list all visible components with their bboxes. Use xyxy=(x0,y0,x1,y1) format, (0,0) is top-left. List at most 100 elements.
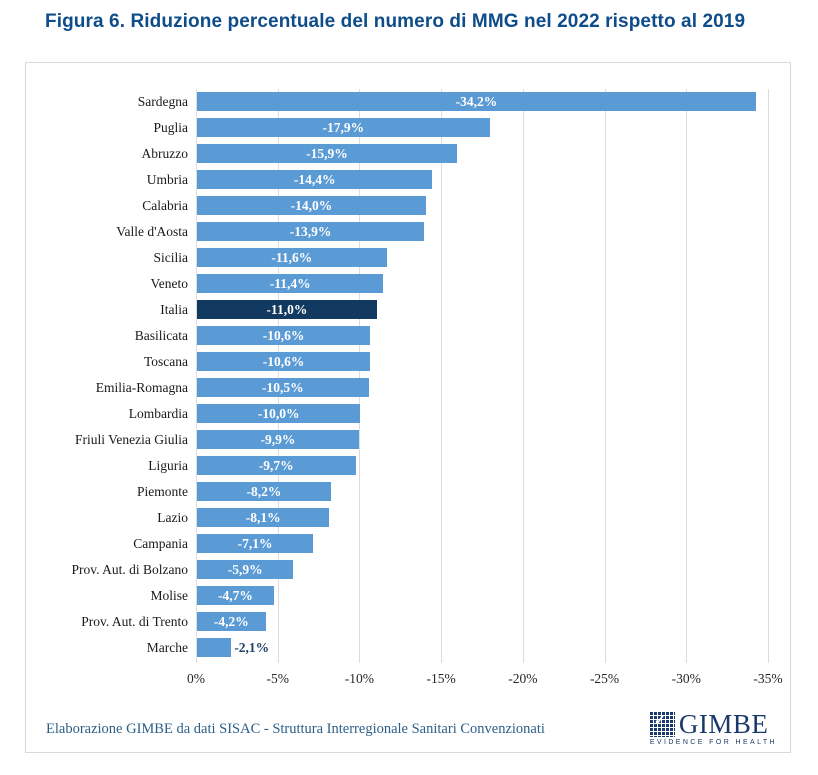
category-label: Basilicata xyxy=(134,328,188,343)
bar-row: Emilia-Romagna -10,5% xyxy=(26,375,790,401)
category-label: Calabria xyxy=(142,198,188,213)
bar-row: Friuli Venezia Giulia -9,9% xyxy=(26,427,790,453)
value-label: -8,1% xyxy=(245,509,281,525)
bar-row: Toscana -10,6% xyxy=(26,349,790,375)
bar-track: -17,9% xyxy=(197,115,769,141)
bar: -8,2% xyxy=(197,482,331,501)
bar: -7,1% xyxy=(197,534,314,553)
bar: -14,0% xyxy=(197,196,426,215)
bar-row: Liguria -9,7% xyxy=(26,453,790,479)
value-label: -14,0% xyxy=(290,197,333,213)
category-label: Veneto xyxy=(150,276,189,291)
bar: -5,9% xyxy=(197,560,294,579)
bar-row: Veneto -11,4% xyxy=(26,271,790,297)
category-label: Sardegna xyxy=(137,94,188,109)
bar-track: -4,7% xyxy=(197,583,769,609)
bar-row: Prov. Aut. di Trento -4,2% xyxy=(26,609,790,635)
value-label: -14,4% xyxy=(293,171,336,187)
bar-rows: Sardegna -34,2% Puglia -17,9% Abruzzo -15,9% U… xyxy=(26,89,790,661)
value-label: -9,7% xyxy=(258,457,294,473)
gridline xyxy=(359,89,361,663)
bar-track: -4,2% xyxy=(197,609,769,635)
x-tick-label: -25% xyxy=(589,671,620,686)
bar-row: Italia -11,0% xyxy=(26,297,790,323)
bar-row: Abruzzo -15,9% xyxy=(26,141,790,167)
value-label: -11,0% xyxy=(266,301,308,317)
chart-footer: Elaborazione GIMBE da dati SISAC - Strut… xyxy=(46,708,777,750)
category-label: Valle d'Aosta xyxy=(116,224,188,239)
bar-track: -2,1% xyxy=(197,635,769,661)
bar: -17,9% xyxy=(197,118,490,137)
bar-track: -8,1% xyxy=(197,505,769,531)
gridline xyxy=(522,89,524,663)
bar-track: -34,2% xyxy=(197,89,769,115)
bar-track: -10,5% xyxy=(197,375,769,401)
bar: -15,9% xyxy=(197,144,457,163)
category-label: Campania xyxy=(133,536,188,551)
value-label: -15,9% xyxy=(306,145,348,161)
value-label: -4,2% xyxy=(213,613,249,629)
x-axis: 0% -5% -10% -15% -20% -25% -30% -35% xyxy=(187,671,783,691)
bar-row: Lombardia -10,0% xyxy=(26,401,790,427)
bar-row: Molise -4,7% xyxy=(26,583,790,609)
value-label: -7,1% xyxy=(237,535,273,551)
bar-row: Sicilia -11,6% xyxy=(26,245,790,271)
gridline xyxy=(196,89,197,663)
bar: -13,9% xyxy=(197,222,425,241)
category-label: Italia xyxy=(160,302,188,317)
value-label: -8,2% xyxy=(246,483,282,499)
plot-gridlines xyxy=(196,89,769,663)
gridline xyxy=(686,89,688,663)
category-label: Puglia xyxy=(153,120,188,135)
value-label: -13,9% xyxy=(289,223,332,239)
bar-track: -10,6% xyxy=(197,349,769,375)
x-tick-label: -35% xyxy=(753,671,783,686)
bar-track: -5,9% xyxy=(197,557,769,583)
value-label: -4,7% xyxy=(217,587,253,603)
bar: -9,9% xyxy=(197,430,359,449)
bar-row: Campania -7,1% xyxy=(26,531,790,557)
bar-track: -14,0% xyxy=(197,193,769,219)
bar: -4,7% xyxy=(197,586,274,605)
bar: -34,2% xyxy=(197,92,756,111)
gimbe-grid-icon: ✓ xyxy=(649,712,675,737)
bar-track: -8,2% xyxy=(197,479,769,505)
gimbe-logo-text: GIMBE xyxy=(678,709,769,739)
bar-row: Puglia -17,9% xyxy=(26,115,790,141)
bar-track: -14,4% xyxy=(197,167,769,193)
bar xyxy=(197,638,232,657)
bar-track: -11,6% xyxy=(197,245,769,271)
source-note: Elaborazione GIMBE da dati SISAC - Strut… xyxy=(46,720,545,737)
value-label: -34,2% xyxy=(455,93,498,109)
bar: -8,1% xyxy=(197,508,330,527)
category-label: Marche xyxy=(146,640,188,655)
figure-title: Figura 6. Riduzione percentuale del nume… xyxy=(45,11,746,32)
bar-row: Valle d'Aosta -13,9% xyxy=(26,219,790,245)
bar: -10,6% xyxy=(197,352,371,371)
value-label: -9,9% xyxy=(260,431,296,447)
bar-row: Umbria -14,4% xyxy=(26,167,790,193)
category-label: Friuli Venezia Giulia xyxy=(75,432,188,447)
bar-row: Lazio -8,1% xyxy=(26,505,790,531)
gimbe-logo: ✓ GIMBE EVIDENCE FOR HEALTH xyxy=(649,709,777,746)
bar-track: -13,9% xyxy=(197,219,769,245)
bar: -10,5% xyxy=(197,378,369,397)
x-tick-label: -30% xyxy=(671,671,701,686)
bar: -10,6% xyxy=(197,326,371,345)
x-tick-label: 0% xyxy=(187,671,205,686)
bar: -10,0% xyxy=(197,404,361,423)
category-label: Piemonte xyxy=(137,484,188,499)
value-label: -11,6% xyxy=(271,249,313,265)
category-label: Umbria xyxy=(146,172,188,187)
category-label: Lombardia xyxy=(128,406,188,421)
value-label: -10,5% xyxy=(261,379,304,395)
bar-track: -15,9% xyxy=(197,141,769,167)
bar-row: Calabria -14,0% xyxy=(26,193,790,219)
x-tick-label: -10% xyxy=(344,671,375,686)
category-label: Molise xyxy=(150,588,188,603)
bar: -9,7% xyxy=(197,456,356,475)
bar-track: -10,6% xyxy=(197,323,769,349)
x-tick-label: -15% xyxy=(426,671,456,686)
bar: -11,4% xyxy=(197,274,384,293)
bar-row: Piemonte -8,2% xyxy=(26,479,790,505)
